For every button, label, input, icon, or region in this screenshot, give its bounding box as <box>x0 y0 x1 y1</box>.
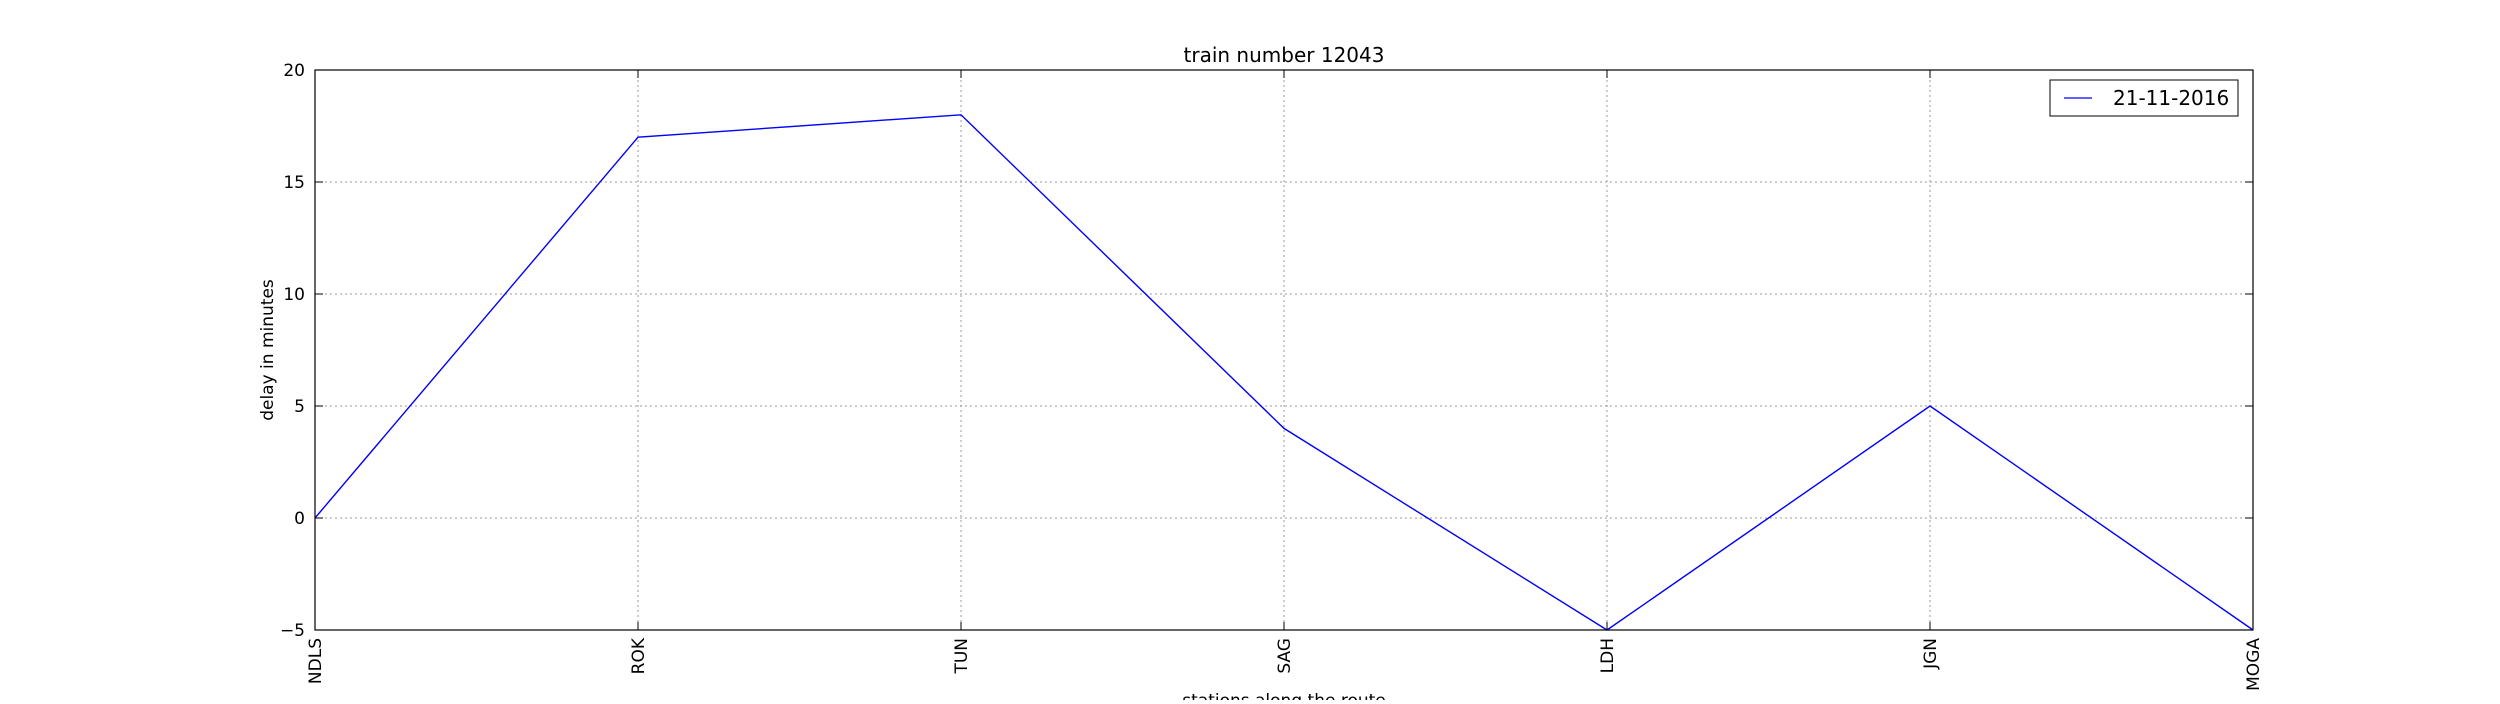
x-tick-label: LDH <box>1598 638 1618 673</box>
legend: 21-11-2016 <box>2049 79 2239 117</box>
y-tick-labels: −5 0 5 10 15 20 <box>280 61 305 641</box>
x-axis-label: stations along the route <box>1182 691 1386 700</box>
y-tick-label: 20 <box>283 61 305 81</box>
axis-ticks <box>314 69 2254 631</box>
series-line <box>314 114 2254 631</box>
x-tick-label: NDLS <box>306 638 326 684</box>
x-tick-label: JGN <box>1921 638 1941 670</box>
y-tick-label: 10 <box>283 285 305 305</box>
y-tick-label: 15 <box>283 173 305 193</box>
legend-entry-label: 21-11-2016 <box>2113 86 2229 110</box>
series-lines <box>314 114 2254 631</box>
x-tick-labels: NDLS ROK TUN SAG LDH JGN MOGA <box>306 637 2264 691</box>
x-tick-label: TUN <box>952 638 972 675</box>
x-tick-label: MOGA <box>2244 638 2264 691</box>
y-tick-label: 5 <box>294 397 305 417</box>
x-tick-label: ROK <box>629 637 649 674</box>
chart-title: train number 12043 <box>1184 43 1385 67</box>
y-axis-label: delay in minutes <box>258 279 278 421</box>
x-tick-label: SAG <box>1275 638 1295 674</box>
y-tick-label: −5 <box>280 621 305 641</box>
y-tick-label: 0 <box>294 509 305 529</box>
